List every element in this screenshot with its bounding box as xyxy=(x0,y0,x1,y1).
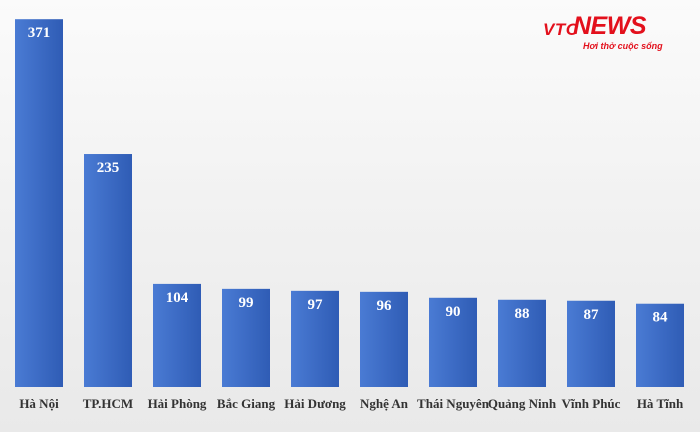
bar-2 xyxy=(153,283,201,387)
bar-value-label: 84 xyxy=(653,310,669,326)
category-label: Quảng Ninh xyxy=(488,396,557,411)
category-label: Hải Phòng xyxy=(148,396,207,411)
category-label: Hà Tĩnh xyxy=(637,396,684,411)
category-labels-group: Hà Nội TP.HCM Hải Phòng Bắc Giang Hải Dương N… xyxy=(19,396,684,411)
bars-group: 371 235 104 99 97 96 90 88 87 84 xyxy=(15,19,684,387)
bar-value-label: 88 xyxy=(515,306,530,322)
bar-8 xyxy=(567,300,615,387)
category-label: TP.HCM xyxy=(83,396,133,411)
vtc-news-logo: VTC NEWS Hơi thở cuộc sống xyxy=(543,12,683,56)
logo-news-text: NEWS xyxy=(573,12,647,40)
bar-value-label: 235 xyxy=(97,160,120,176)
bar-7 xyxy=(498,299,546,387)
bar-5 xyxy=(360,291,408,387)
bar-4 xyxy=(291,290,339,387)
bar-value-label: 104 xyxy=(166,290,189,306)
category-label: Thái Nguyên xyxy=(417,396,490,411)
bar-value-label: 90 xyxy=(446,304,461,320)
category-label: Nghệ An xyxy=(360,396,409,411)
category-label: Bắc Giang xyxy=(217,396,276,411)
bar-value-label: 96 xyxy=(377,298,393,314)
bar-value-label: 97 xyxy=(308,297,324,313)
category-label: Vĩnh Phúc xyxy=(562,396,621,411)
bar-value-label: 99 xyxy=(239,295,254,311)
bar-1 xyxy=(84,154,132,387)
category-label: Hà Nội xyxy=(19,396,59,411)
logo-tagline: Hơi thở cuộc sống xyxy=(583,41,663,51)
bar-value-label: 87 xyxy=(584,307,600,323)
bar-0 xyxy=(15,19,63,387)
bar-value-label: 371 xyxy=(28,25,51,41)
bar-6 xyxy=(429,297,477,387)
category-label: Hải Dương xyxy=(284,396,346,411)
bar-9 xyxy=(636,303,684,387)
bar-3 xyxy=(222,288,270,387)
logo-vtc-text: VTC xyxy=(543,20,579,39)
